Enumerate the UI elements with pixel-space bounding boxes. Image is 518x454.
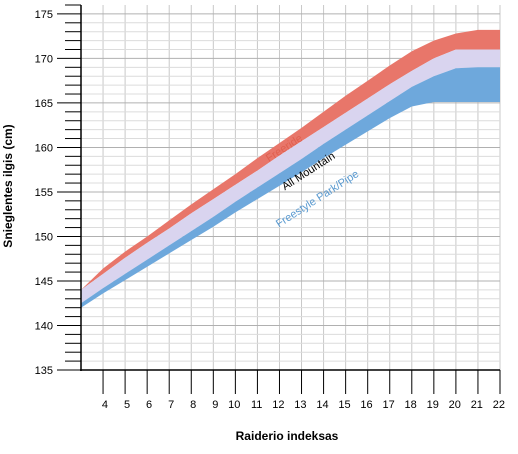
x-tick-label: 10 bbox=[228, 399, 240, 411]
y-tick-label: 155 bbox=[35, 187, 53, 199]
bands bbox=[81, 29, 500, 308]
x-tick-label: 6 bbox=[146, 399, 152, 411]
x-tick-label: 19 bbox=[427, 399, 439, 411]
y-axis-title: Snieglentes ilgis (cm) bbox=[1, 124, 15, 247]
x-tick-label: 5 bbox=[124, 399, 130, 411]
y-tick-label: 165 bbox=[35, 98, 53, 110]
band-freestyle-park-pipe bbox=[81, 67, 500, 308]
axes: 135 140 145 150 155 160 165 170 175 4 5 6 7 8 9 10 11 12 1… bbox=[35, 4, 505, 411]
x-tick-label: 15 bbox=[338, 399, 350, 411]
x-tick-label: 14 bbox=[316, 399, 328, 411]
y-tick-label: 175 bbox=[35, 9, 53, 21]
x-tick-label: 12 bbox=[272, 399, 284, 411]
x-tick-label: 8 bbox=[190, 399, 196, 411]
x-tick-label: 20 bbox=[449, 399, 461, 411]
x-tick-label: 18 bbox=[405, 399, 417, 411]
y-tick-label: 145 bbox=[35, 276, 53, 288]
x-tick-label: 7 bbox=[168, 399, 174, 411]
x-tick-label: 21 bbox=[471, 399, 483, 411]
y-tick-label: 170 bbox=[35, 53, 53, 65]
y-tick-label: 140 bbox=[35, 320, 53, 332]
x-tick-label: 13 bbox=[294, 399, 306, 411]
x-axis-title: Raiderio indeksas bbox=[236, 429, 339, 443]
x-tick-label: 9 bbox=[212, 399, 218, 411]
y-tick-label: 150 bbox=[35, 231, 53, 243]
x-tick-label: 22 bbox=[493, 399, 505, 411]
x-tick-label: 4 bbox=[102, 399, 108, 411]
x-tick-label: 11 bbox=[251, 399, 262, 411]
x-tick-label: 17 bbox=[382, 399, 394, 411]
x-tick-label: 16 bbox=[360, 399, 372, 411]
y-tick-label: 135 bbox=[35, 365, 53, 377]
y-tick-label: 160 bbox=[35, 142, 53, 154]
